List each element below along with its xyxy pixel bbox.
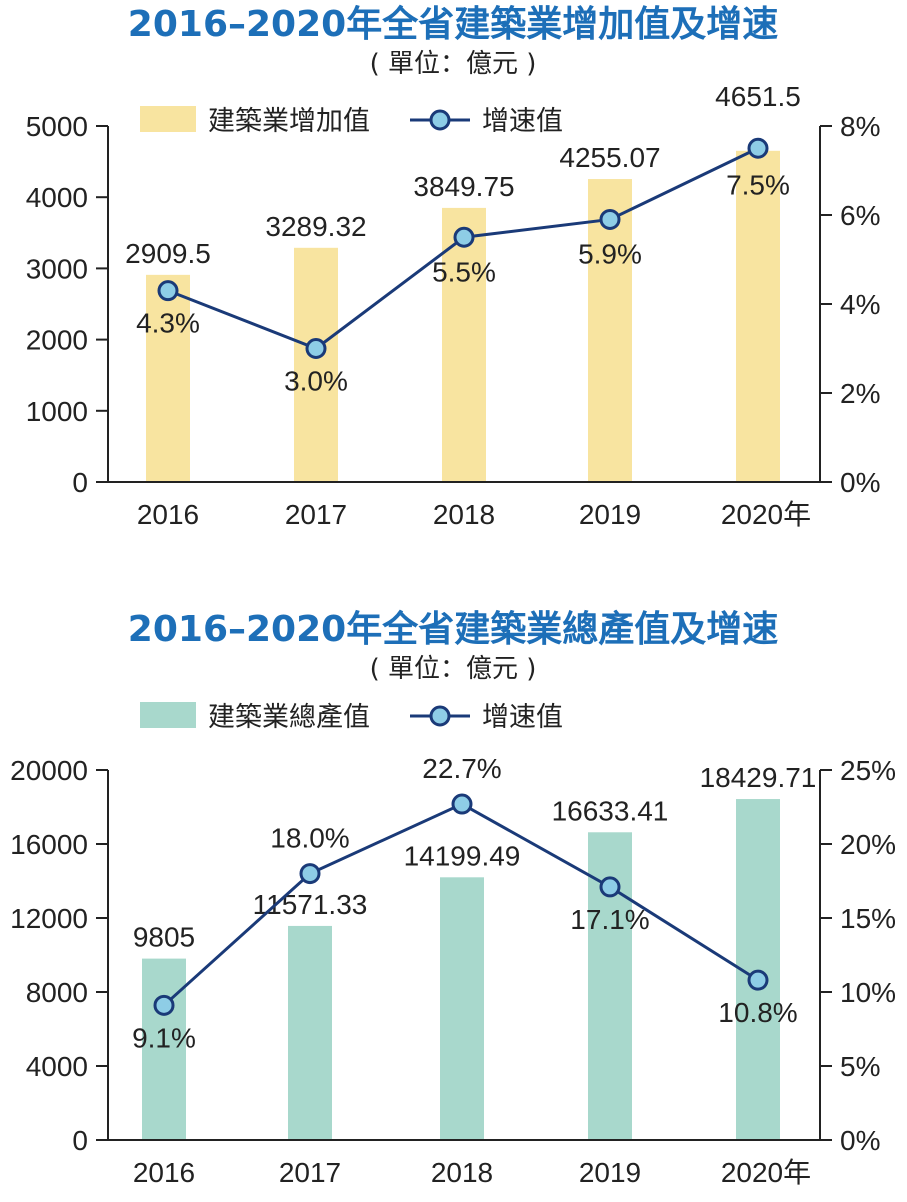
chart2-bar: [440, 877, 484, 1140]
chart2-right-tick-label: 15%: [840, 903, 896, 934]
chart2-left-tick-label: 0: [72, 1125, 88, 1156]
chart2-right-tick-label: 10%: [840, 977, 896, 1008]
chart2-left-tick-label: 16000: [10, 829, 88, 860]
chart1-x-tick-label: 2019: [579, 499, 641, 530]
chart2-right-tick-label: 5%: [840, 1051, 880, 1082]
chart1-legend-line-label: 增速值: [482, 106, 563, 137]
chart1-bar-value-label: 4651.5: [715, 81, 801, 112]
chart2-growth-label: 9.1%: [132, 1022, 196, 1053]
chart1-bar-value-label: 3849.75: [413, 171, 514, 202]
chart1-left-tick-label: 2000: [26, 325, 88, 356]
chart1-right-tick-label: 4%: [840, 289, 880, 320]
chart2-x-tick-label: 2019: [579, 1157, 641, 1188]
chart2-growth-point: [153, 994, 175, 1016]
chart2-x-tick-label: 2018: [431, 1157, 493, 1188]
chart1-x-tick-label: 2017: [285, 499, 347, 530]
chart2-bar-value-label: 18429.71: [700, 762, 817, 793]
chart2-unit: ( 單位：億元 ): [370, 654, 537, 684]
chart1-legend-line-marker: [429, 109, 451, 131]
chart2-legend-bar-swatch: [140, 702, 196, 728]
chart2-bar: [288, 925, 332, 1140]
chart1-bar: [294, 247, 338, 482]
chart2-right-tick-label: 0%: [840, 1125, 880, 1156]
chart1-left-tick-label: 5000: [26, 111, 88, 142]
chart1-growth-point: [305, 338, 327, 359]
chart2-growth-label: 10.8%: [718, 997, 797, 1028]
chart1-legend-bar-label: 建築業增加值: [208, 106, 370, 137]
chart2-left-tick-label: 20000: [10, 755, 88, 786]
chart2-left-tick-label: 8000: [26, 977, 88, 1008]
chart1-growth-label: 7.5%: [726, 169, 790, 200]
chart2-left-tick-label: 4000: [26, 1051, 88, 1082]
chart1-left-tick-label: 3000: [26, 253, 88, 284]
chart2-growth-point: [747, 969, 769, 991]
chart2-x-tick-label: 2017: [279, 1157, 341, 1188]
chart2-growth-point: [451, 793, 473, 815]
chart2-legend-line-marker: [429, 705, 451, 727]
chart2-bar-value-label: 9805: [133, 922, 195, 953]
chart1-right-tick-label: 0%: [840, 467, 880, 498]
chart1-growth-label: 4.3%: [136, 308, 200, 339]
chart2-title: 2016–2020年全省建築業總產值及增速: [128, 608, 778, 650]
chart1-growth-point: [747, 137, 769, 159]
chart2-legend-bar-label: 建築業總產值: [208, 702, 370, 733]
chart1-growth-point: [599, 208, 621, 230]
chart2-x-tick-label: 2016: [133, 1157, 195, 1188]
chart2-bar-value-label: 14199.49: [404, 840, 521, 871]
chart2-growth-label: 17.1%: [570, 904, 649, 935]
chart2-growth-label: 22.7%: [422, 753, 501, 784]
chart2-x-tick-label: 2020年: [721, 1157, 811, 1188]
chart1-bar-value-label: 4255.07: [559, 142, 660, 173]
chart1-growth-label: 5.9%: [578, 238, 642, 269]
chart2-left-tick-label: 12000: [10, 903, 88, 934]
chart1-left-tick-label: 4000: [26, 182, 88, 213]
chart1-bar-value-label: 3289.32: [265, 211, 366, 242]
chart1-bar: [736, 150, 780, 482]
chart1-growth-point: [157, 280, 179, 302]
chart1-bar: [442, 207, 486, 482]
chart2-right-tick-label: 25%: [840, 755, 896, 786]
chart2-bar-value-label: 11571.33: [253, 889, 368, 920]
chart1-growth-point: [453, 226, 475, 248]
chart2-legend-line-label: 增速值: [482, 702, 563, 733]
chart1-x-tick-label: 2020年: [721, 499, 811, 530]
chart1-unit: ( 單位：億元 ): [370, 49, 537, 79]
chart1-x-tick-label: 2018: [433, 499, 495, 530]
chart1-growth-label: 5.5%: [432, 256, 496, 287]
chart1-left-tick-label: 1000: [26, 396, 88, 427]
chart1-legend-bar-swatch: [140, 106, 196, 132]
chart1-title: 2016–2020年全省建築業增加值及增速: [128, 3, 778, 45]
chart2-growth-point: [299, 863, 321, 885]
chart2-bar-value-label: 16633.41: [552, 795, 669, 826]
chart2-right-tick-label: 20%: [840, 829, 896, 860]
chart1-bar-value-label: 2909.5: [125, 238, 211, 269]
chart1-bar: [146, 274, 190, 482]
chart1-x-tick-label: 2016: [137, 499, 199, 530]
chart1-right-tick-label: 2%: [840, 378, 880, 409]
chart1-growth-label: 3.0%: [284, 366, 348, 397]
chart2-growth-point: [599, 876, 621, 898]
chart2-growth-label: 18.0%: [270, 823, 349, 854]
chart1-right-tick-label: 8%: [840, 111, 880, 142]
chart2-bar: [142, 958, 186, 1140]
chart1-left-tick-label: 0: [72, 467, 88, 498]
chart1-right-tick-label: 6%: [840, 200, 880, 231]
